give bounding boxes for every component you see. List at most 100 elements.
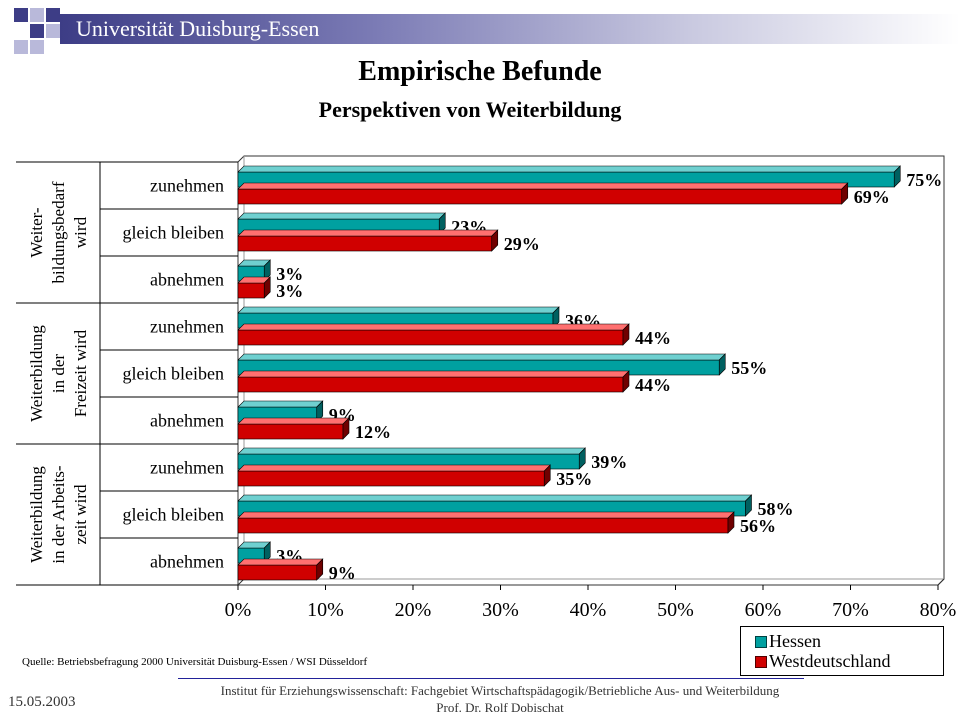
bar-west	[237, 470, 545, 487]
data-label-west: 35%	[556, 469, 592, 489]
bar-hessen-top	[237, 494, 753, 502]
date: 15.05.2003	[8, 694, 76, 710]
footer: Institut für Erziehungswissenschaft: Fac…	[120, 682, 880, 716]
bar-west-side	[342, 417, 350, 440]
data-label-west: 56%	[740, 516, 776, 536]
footer-divider	[178, 678, 804, 679]
data-label-hessen: 3%	[276, 264, 303, 284]
bar-west	[237, 423, 344, 440]
data-label-west: 44%	[635, 328, 671, 348]
category-label: gleich bleiben	[123, 364, 224, 384]
bar-hessen-top	[237, 353, 726, 361]
bar-west	[237, 329, 624, 346]
bar-west-side	[263, 276, 271, 299]
group-label: Weiter-	[27, 207, 46, 258]
bar-west-top	[237, 417, 350, 425]
category-label: zunehmen	[150, 317, 224, 337]
category-label: gleich bleiben	[123, 223, 224, 243]
bar-hessen-side	[718, 353, 726, 376]
page-title: Empirische Befunde	[358, 56, 602, 87]
header-band	[60, 14, 960, 44]
x-tick-label: 20%	[395, 599, 432, 621]
bar-west-top	[237, 229, 499, 237]
page-subtitle: Perspektiven von Weiterbildung	[318, 97, 622, 122]
legend-swatch-west	[755, 656, 767, 668]
bar-west-top	[237, 182, 849, 190]
data-label-west: 9%	[329, 563, 356, 583]
bar-hessen-side	[745, 494, 752, 517]
university-name: Universität Duisburg-Essen	[76, 16, 320, 41]
data-label-hessen: 75%	[906, 170, 942, 190]
plot-corner-edge-right	[937, 578, 945, 586]
bar-hessen-top	[237, 212, 446, 220]
group-label: Weiterbildung	[27, 466, 46, 563]
group-label: Weiterbildung	[27, 325, 46, 422]
bar-west	[237, 376, 624, 393]
bar-west-side	[727, 511, 735, 534]
bar-west-side	[543, 464, 551, 487]
bar-hessen-top	[237, 165, 901, 173]
data-label-west: 44%	[635, 375, 671, 395]
data-label-hessen: 58%	[758, 499, 794, 519]
legend-label-west: Westdeutschland	[769, 651, 891, 671]
bar-west-top	[237, 370, 630, 378]
bar-hessen-side	[263, 541, 271, 564]
footer-institute: Institut für Erziehungswissenschaft: Fac…	[220, 683, 780, 698]
bar-hessen-top	[237, 447, 586, 455]
category-label: gleich bleiben	[123, 505, 224, 525]
chart-legend: Hessen Westdeutschland	[740, 626, 944, 676]
bar-hessen-side	[552, 306, 560, 329]
bar-west-side	[491, 229, 499, 252]
x-tick-label: 80%	[920, 599, 957, 621]
group-label: wird	[71, 216, 90, 248]
bar-hessen-side	[578, 447, 586, 470]
bar-west-side	[622, 323, 630, 346]
x-tick-label: 70%	[832, 599, 869, 621]
bar-west-top	[237, 558, 324, 566]
bar-west	[237, 564, 318, 581]
bar-hessen-top	[237, 400, 324, 408]
legend-label-hessen: Hessen	[769, 631, 821, 651]
data-label-west: 69%	[854, 187, 890, 207]
bar-west	[237, 188, 843, 205]
group-label: in der	[49, 354, 68, 394]
bar-hessen-side	[263, 259, 271, 282]
category-label: abnehmen	[150, 552, 224, 572]
bar-hessen-side	[438, 212, 446, 235]
legend-swatch-hessen	[755, 636, 767, 648]
bar-hessen-side	[893, 165, 901, 188]
group-label: bildungsbedarf	[49, 181, 68, 283]
x-tick-label: 50%	[657, 599, 694, 621]
bar-west-top	[237, 323, 630, 331]
category-label: abnehmen	[150, 270, 224, 290]
bar-west	[237, 235, 493, 252]
x-tick-label: 30%	[482, 599, 519, 621]
x-tick-label: 0%	[225, 599, 252, 621]
data-label-hessen: 39%	[591, 452, 627, 472]
category-label: abnehmen	[150, 411, 224, 431]
data-label-west: 12%	[355, 422, 391, 442]
group-label: zeit wird	[71, 484, 90, 544]
data-label-hessen: 55%	[731, 358, 767, 378]
x-tick-label: 10%	[307, 599, 344, 621]
legend-item-hessen: Hessen	[755, 631, 821, 651]
x-tick-label: 60%	[745, 599, 782, 621]
data-label-west: 3%	[276, 281, 303, 301]
bar-west	[237, 282, 265, 299]
bar-west	[237, 517, 729, 534]
bar-west-side	[316, 558, 324, 581]
group-label: in der Arbeits-	[49, 465, 68, 564]
footer-professor: Prof. Dr. Rolf Dobischat	[436, 700, 564, 715]
bar-hessen-top	[237, 306, 560, 314]
category-label: zunehmen	[150, 458, 224, 478]
bar-hessen-side	[316, 400, 324, 423]
bar-west-top	[237, 511, 735, 519]
category-label: zunehmen	[150, 176, 224, 196]
group-label: Freizeit wird	[71, 329, 90, 417]
data-label-west: 29%	[504, 234, 540, 254]
source-note: Quelle: Betriebsbefragung 2000 Universit…	[22, 656, 368, 668]
bar-west-top	[237, 464, 551, 472]
x-tick-label: 40%	[570, 599, 607, 621]
bar-west-side	[622, 370, 630, 393]
